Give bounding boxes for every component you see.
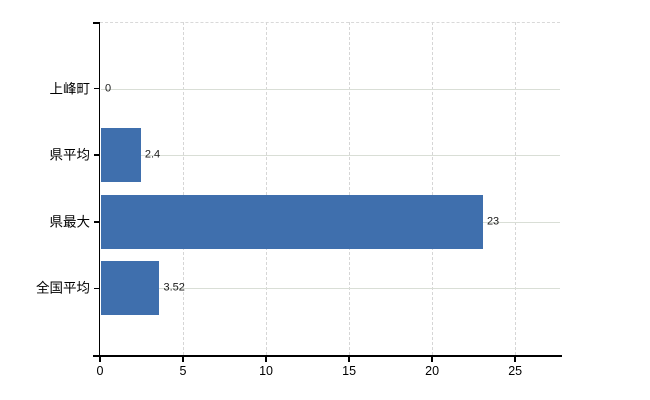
bar xyxy=(101,261,160,316)
bar-value-label: 23 xyxy=(486,215,500,228)
x-axis-tick xyxy=(348,355,350,362)
category-label: 上峰町 xyxy=(49,80,91,96)
gridline-vertical xyxy=(349,22,351,355)
category-label: 県最大 xyxy=(49,214,91,230)
x-tick-label: 10 xyxy=(259,364,274,378)
x-axis xyxy=(93,355,562,357)
x-tick-label: 25 xyxy=(508,364,523,378)
y-axis-top-tick xyxy=(93,22,100,24)
category-label: 県平均 xyxy=(49,147,91,163)
x-axis-tick xyxy=(514,355,516,362)
bar-value-label: 2.4 xyxy=(144,148,161,161)
y-axis xyxy=(98,22,100,360)
gridline-vertical xyxy=(183,22,185,355)
x-axis-tick xyxy=(99,355,101,362)
gridline-horizontal xyxy=(101,288,560,290)
y-axis-tick xyxy=(94,87,100,90)
x-tick-label: 5 xyxy=(179,364,187,378)
x-axis-tick xyxy=(265,355,267,362)
bar xyxy=(101,128,141,183)
x-axis-tick xyxy=(431,355,433,362)
y-axis-tick xyxy=(94,154,100,156)
x-tick-label: 0 xyxy=(96,364,104,378)
gridline-vertical xyxy=(266,22,268,355)
x-tick-label: 15 xyxy=(342,364,357,378)
category-label: 全国平均 xyxy=(36,280,90,296)
y-axis-tick xyxy=(94,221,100,223)
y-axis-tick xyxy=(94,287,100,290)
gridline-vertical xyxy=(432,22,434,355)
bar xyxy=(101,194,483,249)
gridline-horizontal xyxy=(101,155,560,157)
gridline-vertical xyxy=(515,22,517,355)
gridline-horizontal xyxy=(101,88,560,90)
bar-value-label: 0 xyxy=(105,82,112,95)
bar-value-label: 3.52 xyxy=(163,281,185,294)
plot-top-border xyxy=(100,22,560,23)
x-tick-label: 20 xyxy=(425,364,440,378)
x-axis-tick xyxy=(182,355,184,362)
